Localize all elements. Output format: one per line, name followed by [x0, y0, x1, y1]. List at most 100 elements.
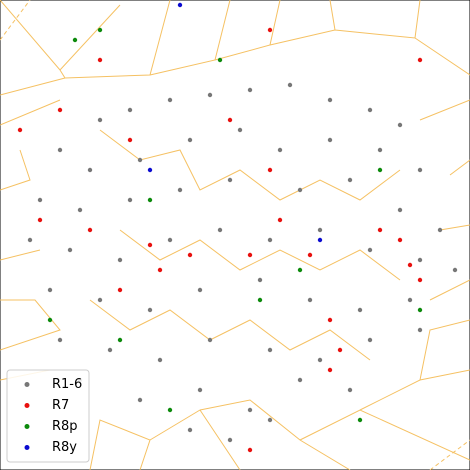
- point: [57, 147, 63, 153]
- point: [127, 197, 133, 203]
- point: [117, 257, 123, 263]
- point: [367, 247, 373, 253]
- point: [157, 357, 163, 363]
- point: [217, 227, 223, 233]
- point: [217, 57, 223, 63]
- point: [327, 97, 333, 103]
- legend-box: [6, 369, 90, 463]
- point: [197, 287, 203, 293]
- point: [127, 137, 133, 143]
- legend-label: R8p: [52, 419, 78, 434]
- point: [97, 57, 103, 63]
- point: [177, 187, 183, 193]
- point: [72, 37, 78, 43]
- point: [167, 237, 173, 243]
- point: [77, 207, 83, 213]
- point: [307, 252, 313, 258]
- point: [397, 207, 403, 213]
- point: [297, 187, 303, 193]
- point: [347, 177, 353, 183]
- point: [117, 337, 123, 343]
- point: [417, 307, 423, 313]
- point: [247, 447, 253, 453]
- point: [107, 347, 113, 353]
- point: [227, 117, 233, 123]
- point: [347, 387, 353, 393]
- legend-marker: [24, 382, 30, 387]
- point: [187, 137, 193, 143]
- legend: R1-6 R7 R8p R8y: [6, 369, 90, 463]
- point: [452, 267, 458, 273]
- point: [367, 337, 373, 343]
- point: [397, 122, 403, 128]
- point: [227, 177, 233, 183]
- point: [297, 267, 303, 273]
- point: [187, 252, 193, 258]
- point: [47, 317, 53, 323]
- point: [97, 117, 103, 123]
- legend-marker: [24, 403, 30, 408]
- point: [157, 267, 163, 273]
- point: [417, 257, 423, 263]
- point: [147, 197, 153, 203]
- point: [87, 167, 93, 173]
- legend-marker: [24, 424, 30, 429]
- point: [267, 417, 273, 423]
- point: [397, 237, 403, 243]
- point: [57, 337, 63, 343]
- point: [407, 297, 413, 303]
- legend-label: R1-6: [52, 377, 82, 392]
- point: [417, 57, 423, 63]
- point: [267, 237, 273, 243]
- point: [317, 227, 323, 233]
- point: [167, 97, 173, 103]
- point: [437, 227, 443, 233]
- point: [267, 27, 273, 33]
- point: [227, 437, 233, 443]
- point: [337, 347, 343, 353]
- point: [87, 227, 93, 233]
- point: [307, 297, 313, 303]
- point: [257, 277, 263, 283]
- point: [27, 237, 33, 243]
- point: [187, 427, 193, 433]
- point: [317, 357, 323, 363]
- point: [37, 197, 43, 203]
- points: [17, 2, 458, 453]
- point: [297, 377, 303, 383]
- point: [47, 287, 53, 293]
- point: [147, 167, 153, 173]
- point: [17, 127, 23, 133]
- point: [417, 327, 423, 333]
- point: [377, 167, 383, 173]
- point: [97, 27, 103, 33]
- point: [137, 397, 143, 403]
- point: [177, 2, 183, 8]
- point: [327, 317, 333, 323]
- point: [327, 367, 333, 373]
- legend-label: R8y: [52, 440, 77, 455]
- point: [197, 387, 203, 393]
- point: [247, 87, 253, 93]
- point: [377, 147, 383, 153]
- legend-label: R7: [52, 398, 69, 413]
- point: [167, 407, 173, 413]
- point: [127, 107, 133, 113]
- point: [377, 227, 383, 233]
- point: [407, 262, 413, 268]
- point: [287, 82, 293, 88]
- point: [277, 217, 283, 223]
- point: [57, 107, 63, 113]
- point: [37, 217, 43, 223]
- point: [417, 277, 423, 283]
- point: [117, 287, 123, 293]
- point: [257, 297, 263, 303]
- point: [267, 167, 273, 173]
- point: [417, 167, 423, 173]
- point: [247, 252, 253, 258]
- point: [147, 307, 153, 313]
- point: [207, 337, 213, 343]
- point: [147, 242, 153, 248]
